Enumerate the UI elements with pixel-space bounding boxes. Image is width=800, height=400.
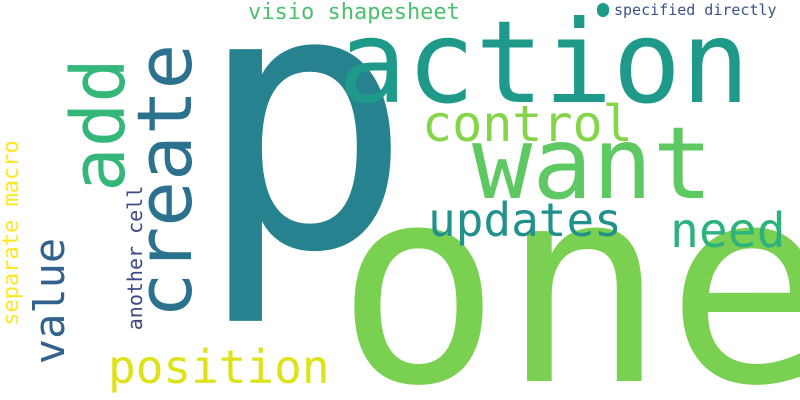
word-updates: updates	[428, 193, 622, 247]
word-one: one	[336, 127, 800, 400]
word-value: value	[25, 237, 74, 365]
word-visio-shapesheet: visio shapesheet	[248, 0, 460, 25]
marker-dot	[597, 3, 609, 17]
word-specified-directly: specified directly	[614, 1, 777, 19]
word-separate-macro: separate macro	[0, 140, 24, 326]
word-position: position	[108, 340, 330, 394]
word-control: control	[422, 95, 633, 153]
word-another-cell: another cell	[123, 185, 147, 331]
word-want: want	[472, 105, 713, 222]
word-need: need	[670, 203, 786, 259]
word-p: p	[196, 0, 413, 331]
word-action: action	[338, 0, 750, 129]
